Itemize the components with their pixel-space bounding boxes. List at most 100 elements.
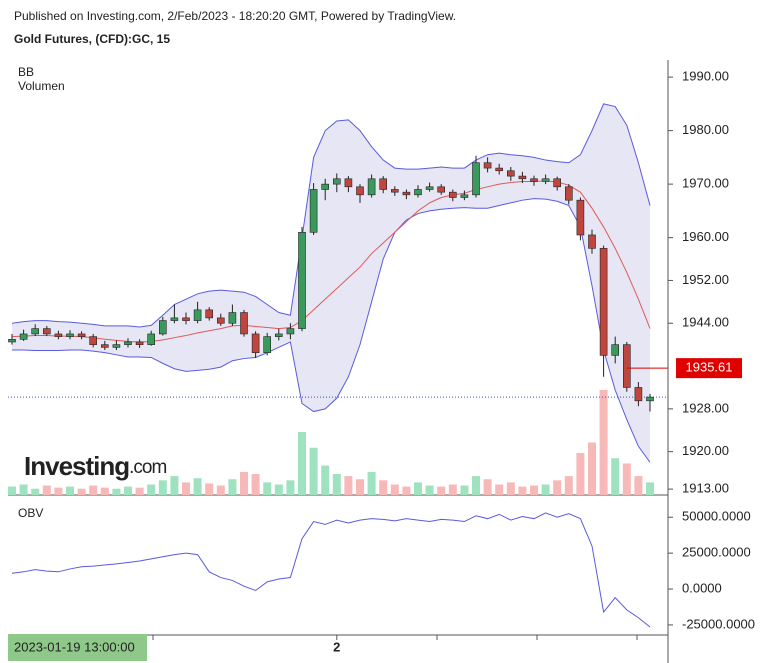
- candle-body: [77, 333, 86, 337]
- crosshair-box: [8, 634, 147, 661]
- candle-body: [193, 309, 202, 321]
- candle-body: [42, 328, 51, 335]
- candle-body: [112, 344, 121, 348]
- candle-body: [425, 186, 434, 190]
- candle-body: [309, 189, 318, 233]
- volume-bar: [483, 479, 492, 495]
- candle-body: [263, 336, 272, 353]
- volume-bar: [472, 476, 480, 495]
- volume-bar: [228, 479, 237, 495]
- volume-bar: [425, 485, 434, 495]
- volume-bar: [634, 476, 643, 495]
- y-tick-label: 25000.0000: [682, 545, 751, 560]
- volume-bar: [309, 447, 318, 495]
- y-tick-label: 1990.00: [682, 69, 729, 84]
- candle-body: [356, 186, 364, 196]
- volume-bar: [263, 482, 272, 495]
- bb-fill: [12, 103, 650, 463]
- candle-body: [8, 338, 16, 343]
- y-tick-label: 1928.00: [682, 400, 729, 415]
- candle-body: [286, 328, 295, 335]
- candle-body: [553, 178, 562, 188]
- volume-bar: [205, 483, 214, 495]
- candle-body: [159, 320, 167, 335]
- y-tick-label: 1920.00: [682, 443, 729, 458]
- y-tick-label: 1944.00: [682, 315, 729, 330]
- y-tick-label: 1980.00: [682, 122, 729, 137]
- y-tick-label: -25000.0000: [682, 616, 755, 631]
- candle-body: [530, 178, 538, 182]
- candle-body: [541, 178, 550, 182]
- panel-title: OBV: [18, 506, 43, 520]
- volume-bar: [530, 485, 538, 495]
- volume-bar: [576, 453, 585, 495]
- candle-body: [460, 194, 469, 198]
- volume-bar: [379, 480, 388, 495]
- candle-body: [274, 333, 283, 337]
- candle-body: [483, 162, 492, 169]
- candle-body: [332, 178, 341, 185]
- candle-body: [646, 396, 654, 402]
- volume-bar: [240, 471, 248, 495]
- candle-body: [599, 248, 608, 356]
- volume-bar: [216, 485, 225, 495]
- candle-body: [588, 234, 596, 249]
- candle-body: [298, 231, 306, 329]
- volume-bar: [100, 487, 109, 495]
- candle-body: [228, 312, 237, 324]
- volume-bar: [599, 390, 608, 495]
- candle-body: [379, 178, 388, 190]
- x-tick-label: 2: [333, 639, 340, 654]
- candle-body: [205, 309, 213, 319]
- candle-body: [611, 344, 620, 356]
- volume-bar: [251, 474, 260, 495]
- candle-body: [217, 317, 225, 324]
- volume-bar: [112, 488, 121, 495]
- candle-body: [89, 336, 97, 345]
- volume-bar: [356, 479, 364, 495]
- volume-bar: [495, 484, 504, 495]
- candle-body: [472, 162, 480, 196]
- candle-body: [182, 317, 190, 321]
- y-tick-label: 1952.00: [682, 272, 729, 287]
- y-tick-label: 50000.0000: [682, 509, 751, 524]
- volume-bar: [42, 485, 51, 495]
- bb-upper: [11, 103, 651, 328]
- candle-body: [170, 317, 179, 321]
- volume-bar: [158, 480, 167, 495]
- published-note: Published on Investing.com, 2/Feb/2023 -…: [14, 9, 456, 23]
- volume-bar: [402, 486, 411, 495]
- candle-body: [518, 175, 527, 180]
- indicator-label: BB: [18, 65, 34, 79]
- volume-bar: [611, 458, 620, 495]
- candle-body: [344, 178, 353, 188]
- volume-bar: [437, 486, 446, 495]
- volume-bar: [182, 482, 190, 495]
- candle-body: [495, 167, 504, 172]
- volume-bar: [564, 476, 573, 495]
- volume-bar: [448, 484, 457, 495]
- candle-body: [54, 333, 63, 337]
- plot: 1990.00 1980.00 1970.00 1960.00 1952.00 1944.…: [8, 69, 755, 654]
- crosshair-label: 2023-01-19 13:00:00: [14, 639, 135, 654]
- volume-bar: [147, 484, 156, 495]
- candle-body: [414, 189, 422, 196]
- candle-body: [506, 170, 515, 177]
- logo: Investing.com: [24, 451, 166, 481]
- volume-bar: [124, 486, 132, 495]
- volume-bar: [553, 480, 562, 495]
- volume-bar: [8, 486, 16, 495]
- last-price-box: [676, 358, 742, 379]
- volume-bar: [588, 442, 596, 495]
- volume-bar: [31, 488, 40, 495]
- candle-body: [66, 333, 74, 337]
- bb-lower: [12, 198, 651, 463]
- candle-body: [135, 341, 144, 345]
- candle-body: [147, 333, 155, 345]
- volume-bar: [274, 484, 283, 495]
- logo-main: Investing: [24, 451, 129, 481]
- last-price-label: 1935.61: [686, 360, 733, 375]
- volume-bar: [367, 471, 376, 495]
- candle-body: [321, 183, 330, 190]
